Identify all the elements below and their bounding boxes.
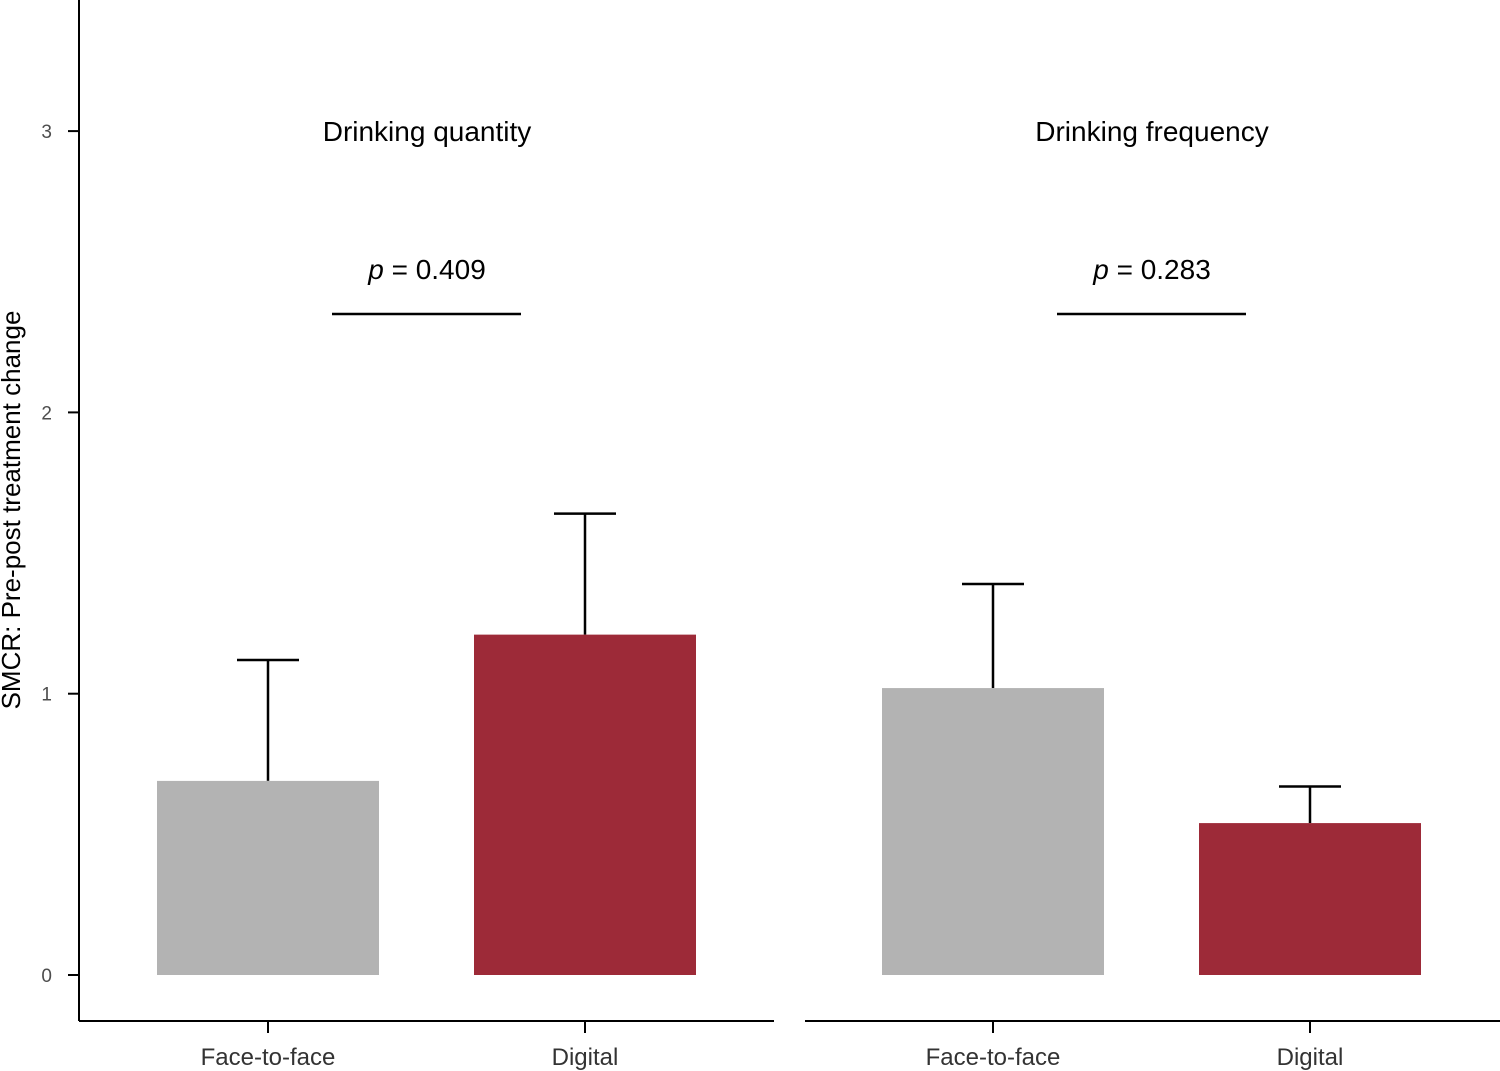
x-tick-label-digital: Digital <box>552 1044 619 1071</box>
panel-drinking-quantity: Drinking quantity p = 0.409 Face-to-face… <box>79 116 774 1071</box>
y-tick-label: 1 <box>41 685 52 706</box>
x-tick-label-face-to-face: Face-to-face <box>926 1044 1061 1071</box>
x-tick-label-face-to-face: Face-to-face <box>201 1044 336 1071</box>
bar-digital <box>1199 823 1421 975</box>
bar-digital <box>474 634 696 975</box>
bar-face-to-face <box>882 688 1104 975</box>
bar-face-to-face <box>157 780 379 975</box>
panel-title: Drinking quantity <box>323 116 532 147</box>
x-tick-label-digital: Digital <box>1277 1044 1344 1071</box>
panel-drinking-frequency: Drinking frequency p = 0.283 Face-to-fac… <box>805 116 1500 1071</box>
p-value-label: p = 0.283 <box>1092 254 1211 285</box>
y-tick-label: 2 <box>41 403 52 424</box>
panel-title: Drinking frequency <box>1035 116 1268 147</box>
y-axis-title: SMCR: Pre-post treatment change <box>0 311 26 710</box>
p-value-label: p = 0.409 <box>367 254 486 285</box>
y-tick-label: 3 <box>41 122 52 143</box>
y-tick-label: 0 <box>41 966 52 987</box>
